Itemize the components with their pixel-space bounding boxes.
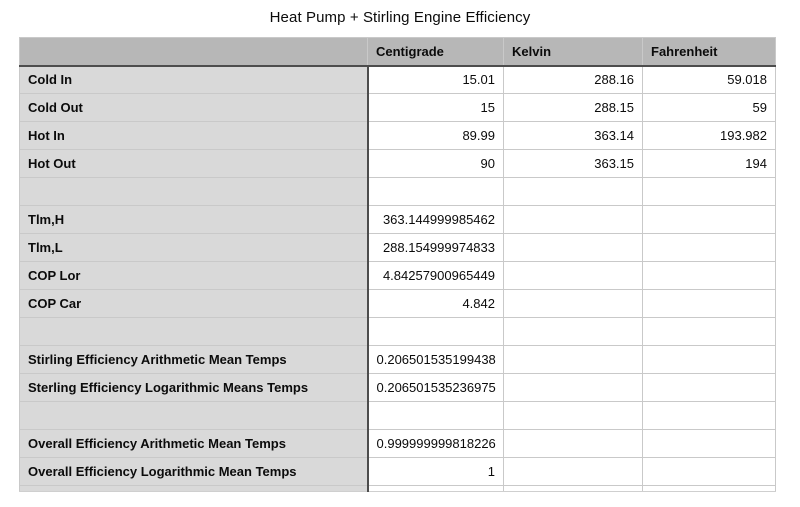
value-cell-fahrenheit[interactable] [642,289,776,318]
value-cell-kelvin[interactable] [503,233,643,262]
table-row: Hot Out 90 363.15 194 [19,149,776,178]
row-label-cell[interactable] [19,401,369,430]
value-cell-kelvin[interactable] [503,317,643,346]
header-cell-kelvin[interactable]: Kelvin [503,37,643,67]
value-cell-centigrade[interactable]: 288.154999974833 [367,233,504,262]
row-label-cell[interactable]: Tlm,L [19,233,369,262]
value-cell-fahrenheit[interactable] [642,429,776,458]
value-cell-kelvin[interactable] [503,261,643,290]
value-cell-kelvin [503,485,643,492]
value-cell-fahrenheit[interactable] [642,457,776,486]
value-cell-centigrade[interactable]: 15.01 [367,65,504,94]
value-cell-centigrade[interactable] [367,317,504,346]
value-cell-centigrade[interactable]: 0.999999999818226 [367,429,504,458]
table-row: Cold Out 15 288.15 59 [19,93,776,122]
row-label-cell[interactable]: Cold In [19,65,369,94]
value-cell-kelvin[interactable] [503,373,643,402]
value-cell-centigrade[interactable]: 4.84257900965449 [367,261,504,290]
row-label-cell[interactable]: Hot Out [19,149,369,178]
value-cell-fahrenheit[interactable]: 59.018 [642,65,776,94]
value-cell-centigrade[interactable] [367,401,504,430]
value-cell-kelvin[interactable]: 363.15 [503,149,643,178]
row-label-cell[interactable]: Cold Out [19,93,369,122]
row-label-cell[interactable]: COP Lor [19,261,369,290]
header-cell-centigrade[interactable]: Centigrade [367,37,504,67]
row-label-cell[interactable] [19,317,369,346]
value-cell-fahrenheit[interactable] [642,401,776,430]
value-cell-kelvin[interactable] [503,401,643,430]
value-cell-fahrenheit[interactable]: 194 [642,149,776,178]
table-row: Hot In 89.99 363.14 193.982 [19,121,776,150]
row-label-cell[interactable]: Tlm,H [19,205,369,234]
value-cell-centigrade[interactable]: 15 [367,93,504,122]
table-body: Cold In 15.01 288.16 59.018 Cold Out 15 288.15… [19,65,776,492]
row-label-cell[interactable] [19,177,369,206]
row-label-cell [19,485,369,492]
efficiency-table: Centigrade Kelvin Fahrenheit Cold In 15.0… [19,37,776,492]
value-cell-kelvin[interactable] [503,289,643,318]
value-cell-kelvin[interactable]: 363.14 [503,121,643,150]
row-label-cell[interactable]: Sterling Efficiency Logarithmic Means Te… [19,373,369,402]
table-row: Tlm,L 288.154999974833 [19,233,776,262]
value-cell-kelvin[interactable] [503,457,643,486]
value-cell-fahrenheit [642,485,776,492]
value-cell-centigrade[interactable] [367,177,504,206]
table-row [19,401,776,430]
value-cell-fahrenheit[interactable] [642,233,776,262]
value-cell-fahrenheit[interactable] [642,317,776,346]
row-label-cell[interactable]: Stirling Efficiency Arithmetic Mean Temp… [19,345,369,374]
value-cell-fahrenheit[interactable]: 193.982 [642,121,776,150]
table-row: Tlm,H 363.144999985462 [19,205,776,234]
header-cell-label[interactable] [19,37,368,67]
value-cell-fahrenheit[interactable] [642,177,776,206]
value-cell-centigrade[interactable]: 0.206501535236975 [367,373,504,402]
row-label-cell[interactable]: Overall Efficiency Arithmetic Mean Temps [19,429,369,458]
value-cell-fahrenheit[interactable]: 59 [642,93,776,122]
value-cell-centigrade[interactable]: 0.206501535199438 [367,345,504,374]
table-row: Overall Efficiency Logarithmic Mean Temp… [19,457,776,486]
page-title: Heat Pump + Stirling Engine Efficiency [269,9,531,26]
value-cell-kelvin[interactable] [503,429,643,458]
table-row: Overall Efficiency Arithmetic Mean Temps… [19,429,776,458]
row-label-cell[interactable]: Hot In [19,121,369,150]
table-row: COP Car 4.842 [19,289,776,318]
value-cell-kelvin[interactable] [503,177,643,206]
table-row: Stirling Efficiency Arithmetic Mean Temp… [19,345,776,374]
value-cell-kelvin[interactable]: 288.15 [503,93,643,122]
partial-clipped-row [19,485,776,492]
value-cell-kelvin[interactable]: 288.16 [503,65,643,94]
header-cell-fahrenheit[interactable]: Fahrenheit [642,37,776,67]
header-row: Centigrade Kelvin Fahrenheit [19,37,776,67]
table-row: Cold In 15.01 288.16 59.018 [19,65,776,94]
row-label-cell[interactable]: COP Car [19,289,369,318]
value-cell-fahrenheit[interactable] [642,261,776,290]
value-cell-fahrenheit[interactable] [642,373,776,402]
table-row: Sterling Efficiency Logarithmic Means Te… [19,373,776,402]
row-label-cell[interactable]: Overall Efficiency Logarithmic Mean Temp… [19,457,369,486]
value-cell-centigrade[interactable]: 90 [367,149,504,178]
value-cell-kelvin[interactable] [503,205,643,234]
value-cell-centigrade[interactable]: 4.842 [367,289,504,318]
value-cell-centigrade[interactable]: 1 [367,457,504,486]
table-row: COP Lor 4.84257900965449 [19,261,776,290]
value-cell-centigrade[interactable]: 89.99 [367,121,504,150]
value-cell-fahrenheit[interactable] [642,205,776,234]
value-cell-centigrade[interactable]: 363.144999985462 [367,205,504,234]
table-row [19,317,776,346]
table-row [19,177,776,206]
value-cell-centigrade [367,485,504,492]
value-cell-kelvin[interactable] [503,345,643,374]
value-cell-fahrenheit[interactable] [642,345,776,374]
